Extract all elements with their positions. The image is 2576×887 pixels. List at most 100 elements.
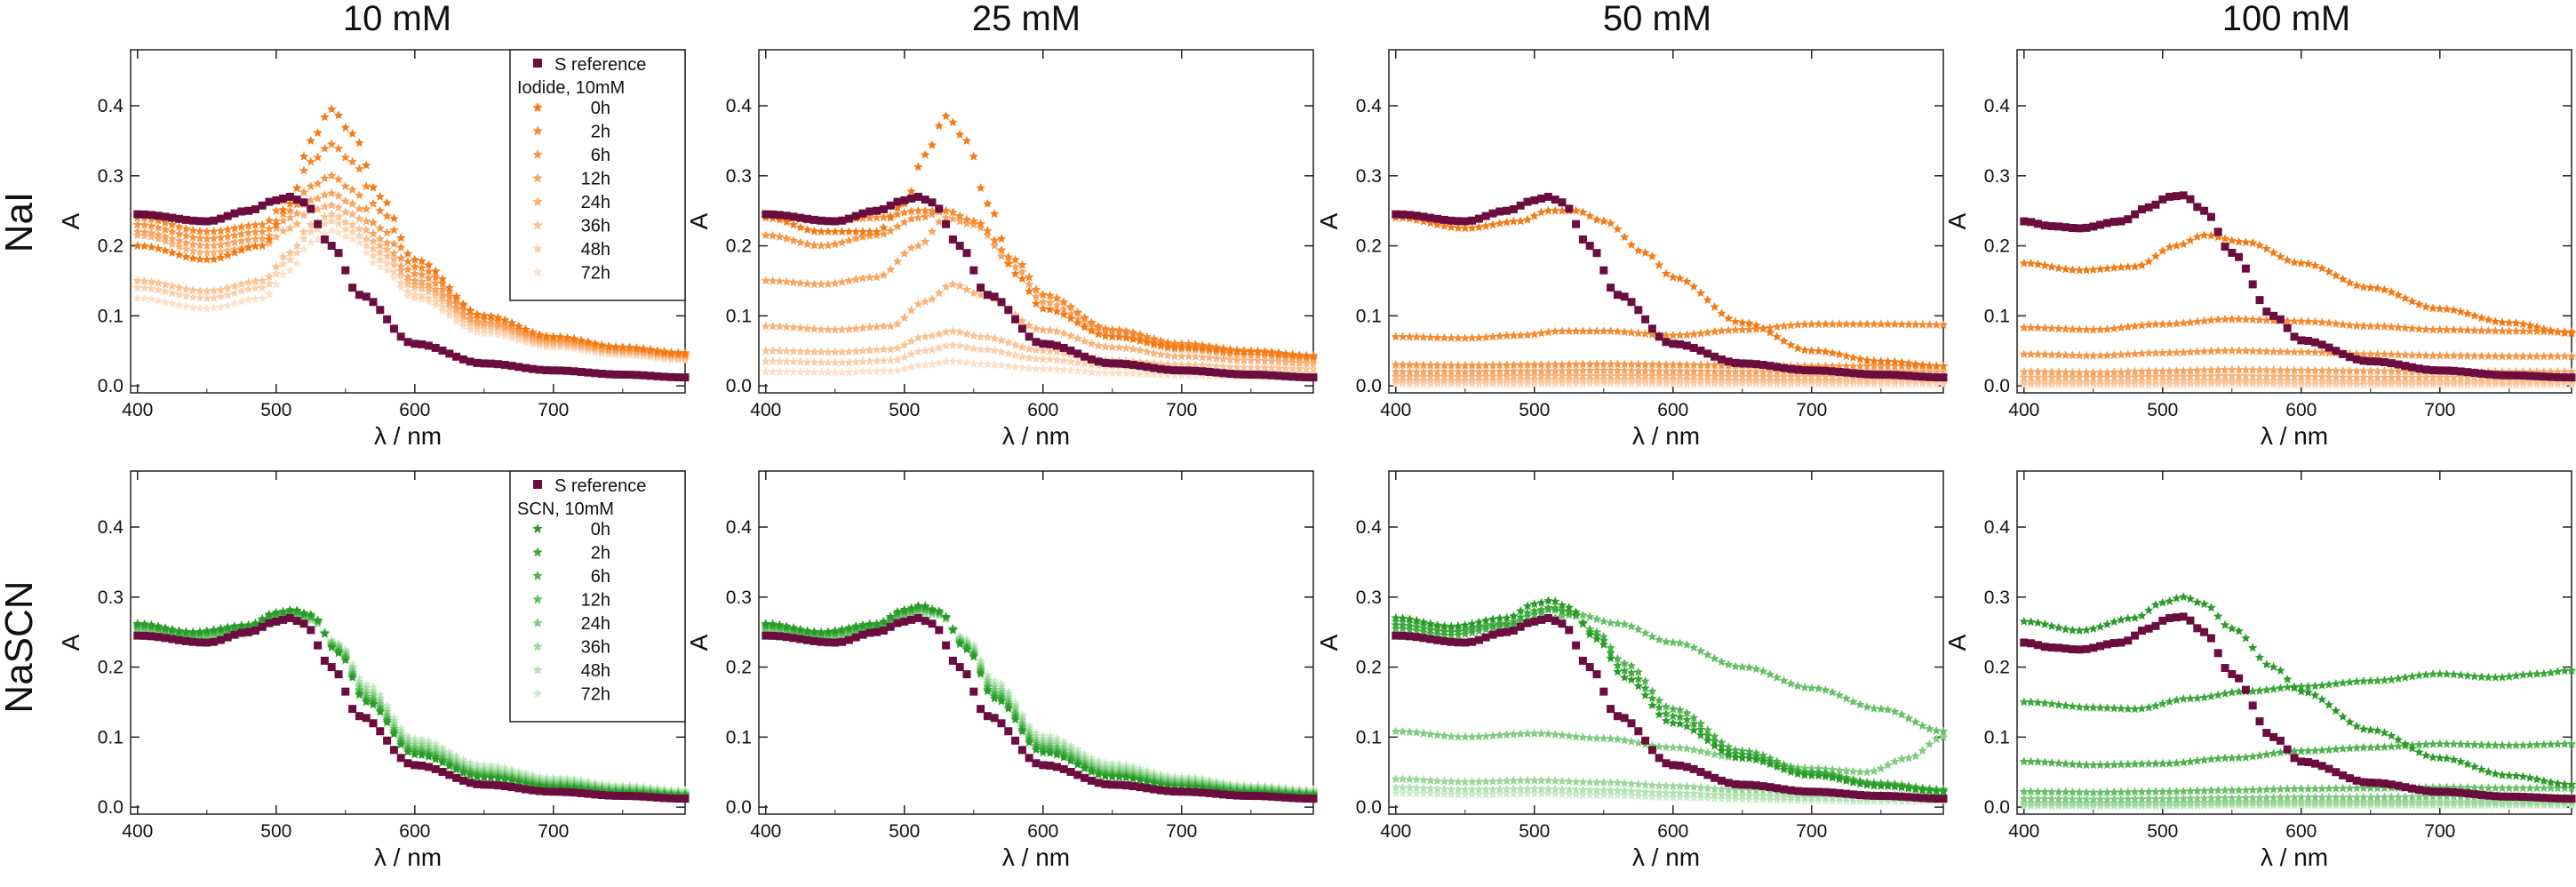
- reference-point: [1682, 341, 1691, 350]
- data-point: [1142, 337, 1152, 347]
- data-point: [174, 236, 184, 245]
- data-point: [899, 364, 909, 373]
- reference-point: [809, 215, 818, 224]
- data-point: [2179, 348, 2189, 357]
- data-point: [761, 356, 770, 365]
- data-point: [2227, 371, 2237, 380]
- data-point: [1814, 346, 1823, 356]
- data-point: [1267, 363, 1277, 372]
- data-point: [2192, 232, 2202, 241]
- data-point: [983, 230, 993, 240]
- data-point: [181, 237, 191, 247]
- data-point: [202, 234, 211, 244]
- data-point: [1751, 324, 1761, 333]
- data-point: [1626, 737, 1637, 746]
- data-point: [2068, 376, 2078, 386]
- data-point: [2026, 366, 2036, 376]
- y-axis-label: A: [57, 212, 84, 229]
- reference-point: [522, 364, 530, 372]
- data-point: [2109, 376, 2119, 386]
- data-point: [1522, 775, 1533, 785]
- data-point: [2546, 325, 2556, 335]
- reference-point: [969, 687, 978, 696]
- data-point: [417, 256, 427, 266]
- data-point: [2303, 372, 2313, 381]
- reference-point: [2151, 200, 2160, 209]
- data-point: [195, 627, 205, 636]
- reference-point: [2359, 356, 2368, 365]
- data-point: [382, 211, 392, 220]
- data-point: [2157, 379, 2167, 388]
- data-point: [2373, 321, 2382, 331]
- data-point: [1232, 362, 1242, 372]
- reference-point: [438, 767, 447, 776]
- data-point: [1398, 360, 1408, 369]
- reference-point: [223, 212, 232, 220]
- data-point: [2088, 350, 2098, 360]
- data-point: [209, 292, 219, 302]
- reference-point: [838, 216, 847, 225]
- data-point: [167, 239, 177, 249]
- data-point: [223, 251, 233, 260]
- data-point: [2040, 349, 2050, 359]
- data-point: [1571, 326, 1581, 336]
- data-point: [1606, 365, 1615, 375]
- reference-point: [879, 204, 888, 213]
- data-point: [382, 251, 392, 260]
- data-point: [472, 324, 483, 333]
- data-point: [1543, 366, 1553, 375]
- data-point: [486, 311, 496, 321]
- reference-point: [1932, 373, 1941, 382]
- data-point: [417, 291, 427, 300]
- data-point: [181, 224, 191, 233]
- data-point: [1121, 368, 1131, 378]
- data-point: [1529, 211, 1539, 220]
- reference-point: [1240, 370, 1248, 379]
- reference-point: [1025, 332, 1033, 341]
- data-point: [1620, 374, 1630, 384]
- data-point: [1890, 375, 1900, 385]
- data-point: [2269, 347, 2278, 356]
- data-point: [375, 261, 385, 271]
- data-point: [188, 239, 198, 249]
- x-tick-label: 400: [750, 400, 781, 420]
- data-point: [1730, 316, 1741, 326]
- data-point: [285, 265, 295, 275]
- data-point: [285, 247, 295, 257]
- data-point: [278, 606, 288, 616]
- reference-point: [389, 746, 398, 755]
- data-point: [1695, 746, 1706, 755]
- data-point: [1606, 218, 1615, 228]
- data-point: [2491, 376, 2500, 386]
- data-point: [2054, 367, 2063, 377]
- data-point: [451, 313, 461, 322]
- data-point: [327, 171, 337, 180]
- data-point: [1398, 774, 1408, 784]
- data-point: [1828, 372, 1838, 381]
- data-point: [1121, 332, 1131, 342]
- x-tick-label: 700: [538, 821, 569, 842]
- data-point: [1744, 318, 1754, 328]
- data-point: [837, 357, 847, 367]
- reference-point: [831, 638, 840, 647]
- data-point: [976, 359, 985, 369]
- data-point: [865, 227, 874, 236]
- data-point: [1460, 731, 1470, 741]
- data-point: [844, 357, 854, 367]
- data-point: [1529, 371, 1539, 380]
- data-point: [1003, 348, 1013, 358]
- reference-point: [251, 626, 259, 635]
- reference-point: [1842, 368, 1851, 377]
- data-point: [424, 283, 434, 292]
- data-point: [899, 248, 909, 258]
- data-point: [1295, 351, 1304, 360]
- data-point: [479, 324, 489, 334]
- reference-point: [418, 761, 427, 770]
- data-point: [1440, 220, 1449, 230]
- data-point: [1529, 728, 1539, 738]
- reference-point: [466, 357, 475, 366]
- data-point: [313, 128, 323, 137]
- data-point: [2504, 317, 2514, 327]
- data-point: [788, 236, 799, 245]
- data-point: [1114, 342, 1124, 352]
